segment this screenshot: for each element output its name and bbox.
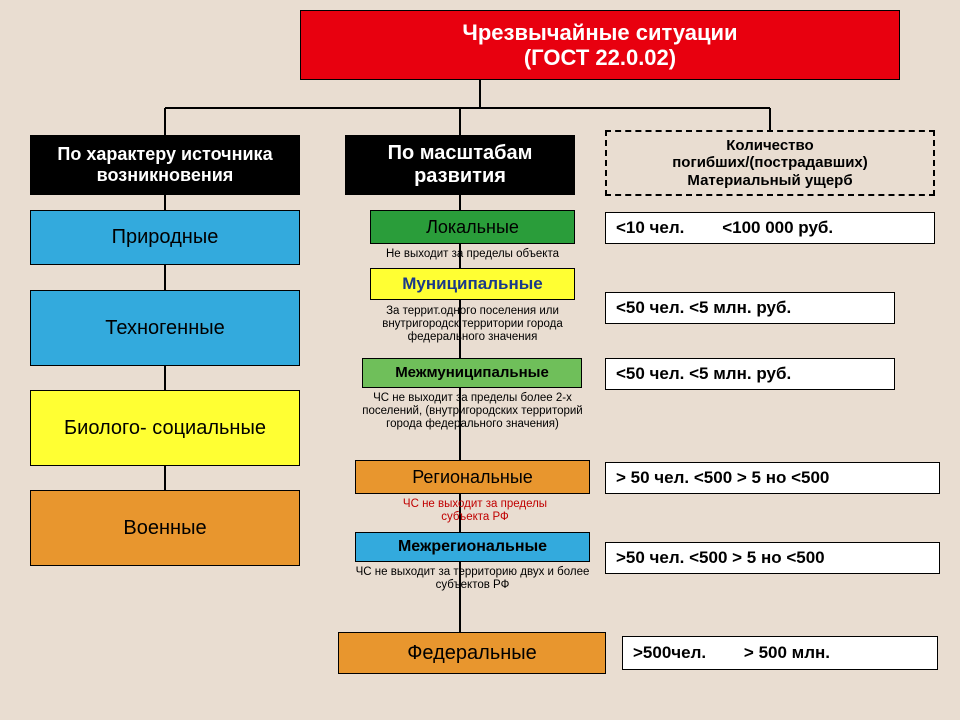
- scale-item-2: Межмуниципальные: [362, 358, 582, 388]
- scale-item-0-label: Локальные: [426, 217, 519, 238]
- scale-note-3: ЧС не выходит за пределы субъекта РФ: [380, 498, 570, 524]
- scale-note-1: За террит.одного поселения или внутригор…: [350, 305, 595, 345]
- col-damage-h1: Количество: [672, 137, 868, 154]
- col-source-header: По характеру источника возникновения: [30, 135, 300, 195]
- col-damage-header: Количество погибших/(пострадавших) Матер…: [605, 130, 935, 196]
- scale-item-3: Региональные: [355, 460, 590, 494]
- scale-value-4: >50 чел. <500 > 5 но <500: [605, 542, 940, 574]
- scale-note-2: ЧС не выходит за пределы более 2-х посел…: [345, 392, 600, 432]
- col-damage-h2: погибших/(пострадавших): [672, 154, 868, 171]
- scale-item-3-label: Региональные: [412, 467, 533, 488]
- scale-value-3: > 50 чел. <500 > 5 но <500: [605, 462, 940, 494]
- scale-item-4-label: Межрегиональные: [398, 538, 547, 556]
- source-item-1: Техногенные: [30, 290, 300, 366]
- col-damage-h3: Материальный ущерб: [672, 172, 868, 189]
- title-line1: Чрезвычайные ситуации: [462, 20, 737, 45]
- col-source-header-text: По характеру источника возникновения: [37, 144, 293, 185]
- scale-item-2-label: Межмуниципальные: [395, 364, 549, 381]
- scale-note-0: Не выходит за пределы объекта: [360, 248, 585, 261]
- scale-value-2: <50 чел. <5 млн. руб.: [605, 358, 895, 390]
- scale-value-1: <50 чел. <5 млн. руб.: [605, 292, 895, 324]
- source-item-0-label: Природные: [112, 226, 219, 249]
- source-item-2: Биолого- социальные: [30, 390, 300, 466]
- scale-item-4: Межрегиональные: [355, 532, 590, 562]
- scale-note-4: ЧС не выходит за территорию двух и более…: [350, 566, 595, 592]
- scale-value-5: >500чел. > 500 млн.: [622, 636, 938, 670]
- scale-value-0: <10 чел. <100 000 руб.: [605, 212, 935, 244]
- source-item-3: Военные: [30, 490, 300, 566]
- scale-item-0: Локальные: [370, 210, 575, 244]
- source-item-2-label: Биолого- социальные: [64, 417, 266, 440]
- scale-item-5: Федеральные: [338, 632, 606, 674]
- col-scale-header: По масштабам развития: [345, 135, 575, 195]
- source-item-3-label: Военные: [123, 517, 206, 540]
- source-item-0: Природные: [30, 210, 300, 265]
- scale-item-5-label: Федеральные: [407, 642, 537, 665]
- diagram-title: Чрезвычайные ситуации (ГОСТ 22.0.02): [300, 10, 900, 80]
- source-item-1-label: Техногенные: [105, 317, 225, 340]
- title-line2: (ГОСТ 22.0.02): [462, 45, 737, 70]
- scale-item-1-label: Муниципальные: [402, 274, 542, 294]
- col-scale-header-text: По масштабам развития: [352, 142, 568, 188]
- scale-item-1: Муниципальные: [370, 268, 575, 300]
